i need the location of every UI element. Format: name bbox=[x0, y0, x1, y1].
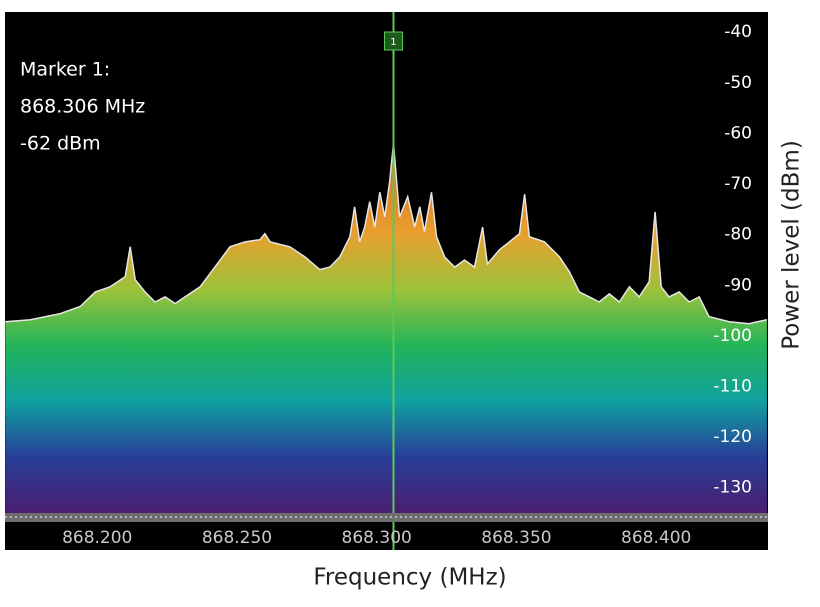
y-tick-label: -130 bbox=[713, 478, 752, 498]
x-tick-label: 868.400 bbox=[621, 528, 691, 548]
spectrum-trace bbox=[5, 143, 768, 325]
y-tick-label: -50 bbox=[724, 73, 752, 93]
annotation-line: 868.306 MHz bbox=[20, 96, 145, 118]
x-tick-label: 868.350 bbox=[481, 528, 551, 548]
y-tick-label: -40 bbox=[724, 22, 752, 42]
annotation-line: Marker 1: bbox=[20, 59, 110, 81]
marker-label: 1 bbox=[390, 37, 396, 48]
annotation-line: -62 dBm bbox=[20, 133, 101, 155]
y-tick-label: -80 bbox=[724, 225, 752, 245]
x-tick-label: 868.300 bbox=[342, 528, 412, 548]
y-tick-label: -60 bbox=[724, 123, 752, 143]
y-tick-label: -90 bbox=[724, 275, 752, 295]
marker-flag bbox=[383, 31, 403, 51]
x-tick-label: 868.200 bbox=[62, 528, 132, 548]
y-axis-title: Power level (dBm) bbox=[779, 140, 805, 350]
y-tick-label: -120 bbox=[713, 427, 752, 447]
y-tick-label: -100 bbox=[713, 326, 752, 346]
x-axis-title: Frequency (MHz) bbox=[313, 565, 506, 591]
spectrum-area bbox=[5, 143, 767, 513]
x-tick-label: 868.250 bbox=[202, 528, 272, 548]
y-tick-label: -110 bbox=[713, 376, 752, 396]
y-tick-label: -70 bbox=[724, 174, 752, 194]
